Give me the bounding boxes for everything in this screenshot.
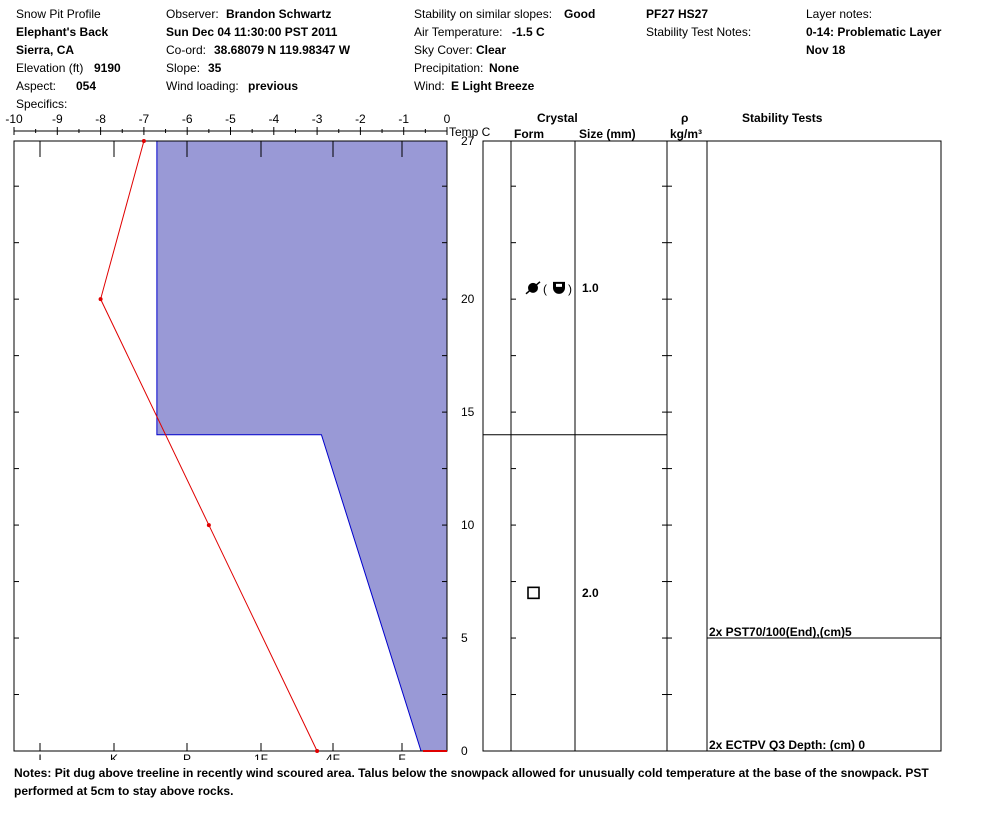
temp-tick-label: -5 — [225, 112, 236, 126]
hardness-profile — [156, 140, 448, 752]
density-unit: kg/m³ — [670, 127, 703, 141]
crystal-header: Crystal — [537, 111, 578, 125]
aspect-label: Aspect: — [16, 79, 57, 93]
observer-value: Brandon Schwartz — [226, 7, 332, 21]
report-title: Snow Pit Profile — [16, 7, 101, 21]
stability-tests-header: Stability Tests — [742, 111, 823, 125]
layer-note-2: Nov 18 — [806, 43, 846, 57]
layer-note-1: 0-14: Problematic Layer — [806, 25, 942, 39]
sky-cover-value: Clear — [476, 43, 507, 57]
temperature-point — [141, 139, 146, 143]
precip-label: Precipitation: — [414, 61, 484, 75]
temperature-point — [206, 523, 211, 528]
height-tick-label: 15 — [461, 405, 475, 419]
temperature-line — [100, 140, 318, 752]
temperature-point — [98, 297, 103, 302]
height-tick-label: 5 — [461, 631, 468, 645]
layer-size: 2.0 — [582, 586, 599, 600]
table-frame — [482, 140, 942, 752]
slope-value: 35 — [208, 61, 222, 75]
paren-close: ) — [568, 282, 572, 296]
faceted-rounded-icon-slash — [525, 281, 541, 295]
air-temp-value: -1.5 C — [512, 25, 545, 39]
layer-notes-label: Layer notes: — [806, 7, 873, 21]
region-name: Sierra, CA — [16, 43, 75, 57]
stability-value: Good — [564, 7, 596, 21]
coord-value: 38.68079 N 119.98347 W — [214, 43, 351, 57]
layer-size: 1.0 — [582, 281, 599, 295]
temp-tick-label: 0 — [444, 112, 451, 126]
precip-value: None — [489, 61, 519, 75]
temp-tick-label: -9 — [52, 112, 63, 126]
temp-tick-label: -3 — [312, 112, 323, 126]
notes-text: Pit dug above treeline in recently wind … — [14, 766, 929, 798]
temp-tick-label: -6 — [182, 112, 193, 126]
temperature-point — [315, 749, 320, 753]
paren-open: ( — [543, 282, 547, 296]
hardness-label: K — [110, 752, 118, 760]
wind-loading-label: Wind loading: — [166, 79, 239, 93]
hardness-label: 4F — [326, 752, 340, 760]
specifics-label: Specifics: — [16, 97, 68, 111]
location-name: Elephant's Back — [16, 25, 109, 39]
height-tick-label: 0 — [461, 744, 468, 758]
notes-label: Notes: — [14, 766, 52, 780]
plot-frame — [13, 140, 448, 752]
temp-tick-label: -2 — [355, 112, 366, 126]
temp-tick-label: -1 — [398, 112, 409, 126]
temp-axis-label: Temp C — [449, 125, 491, 139]
wind-label: Wind: — [414, 79, 445, 93]
height-tick-label: 27 — [461, 134, 475, 148]
density-symbol: ρ — [681, 111, 689, 125]
hardness-label: I — [38, 752, 41, 760]
height-tick-label: 10 — [461, 518, 475, 532]
sky-cover-label: Sky Cover: — [414, 43, 473, 57]
stability-test-text: 2x PST70/100(End),(cm)5 — [709, 625, 852, 639]
stability-label: Stability on similar slopes: — [414, 7, 553, 21]
hardness-label: P — [183, 752, 191, 760]
depth-hoar-icon-notch — [556, 283, 562, 287]
elevation-value: 9190 — [94, 61, 121, 75]
hardness-label: F — [398, 752, 405, 760]
stability-test-text: 2x ECTPV Q3 Depth: (cm) 0 — [709, 738, 865, 752]
slope-label: Slope: — [166, 61, 201, 75]
coord-label: Co-ord: — [166, 43, 207, 57]
hardness-label: 1F — [254, 752, 268, 760]
temp-tick-label: -7 — [139, 112, 150, 126]
elevation-label: Elevation (ft) — [16, 61, 84, 75]
wind-value: E Light Breeze — [451, 79, 535, 93]
size-header: Size (mm) — [579, 127, 636, 141]
temp-tick-label: -10 — [5, 112, 23, 126]
temp-tick-label: -8 — [95, 112, 106, 126]
temp-tick-label: -4 — [268, 112, 279, 126]
depth-hoar-icon — [553, 281, 565, 294]
notes: Notes: Pit dug above treeline in recentl… — [14, 764, 944, 800]
stability-notes-label: Stability Test Notes: — [646, 25, 752, 39]
pf-hs-value: PF27 HS27 — [646, 7, 709, 21]
air-temp-label: Air Temperature: — [414, 25, 503, 39]
faceted-crystal-icon — [527, 586, 540, 600]
form-header: Form — [514, 127, 544, 141]
observation-date: Sun Dec 04 11:30:00 PST 2011 — [166, 25, 338, 39]
height-tick-label: 20 — [461, 292, 475, 306]
wind-loading-value: previous — [248, 79, 299, 93]
aspect-value: 054 — [76, 79, 97, 93]
observer-label: Observer: — [166, 7, 219, 21]
